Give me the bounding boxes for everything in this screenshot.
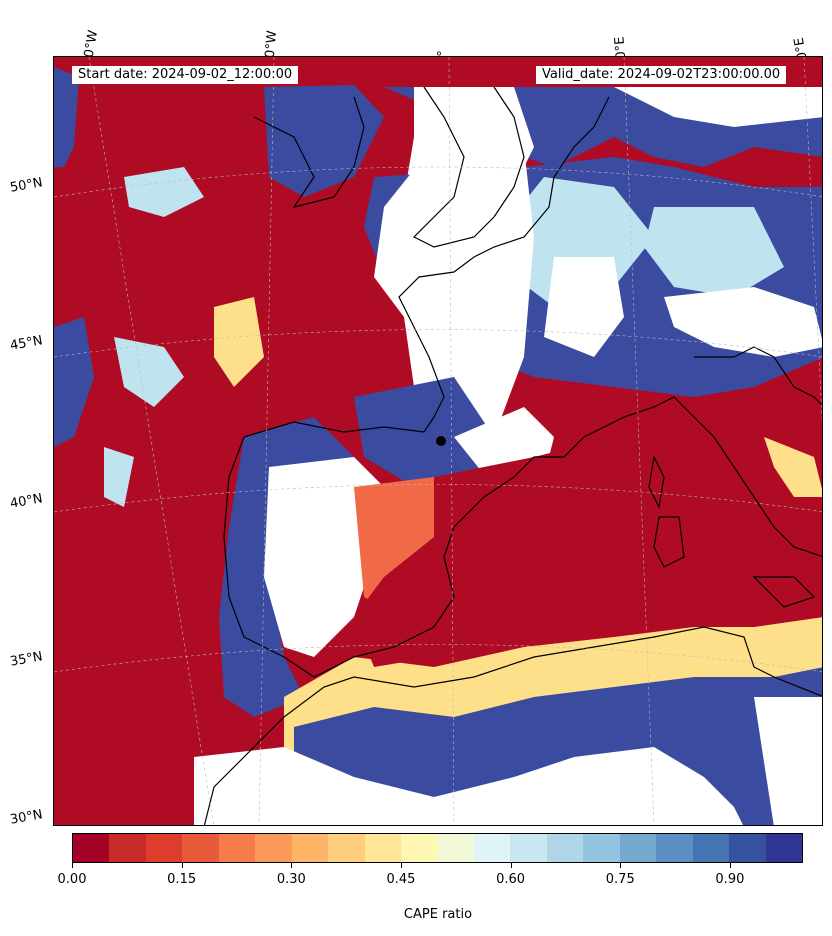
map-panel [53,56,823,826]
field-low-mediterranean [354,397,822,667]
coastline-france-north-sea [243,96,610,438]
colorbar-segment-6 [291,834,329,862]
field-high-atlantic-nw [54,67,79,167]
graticule-50n [54,166,822,198]
colorbar-segment-12 [510,834,547,862]
colorbar-tick-1 [181,863,183,868]
lat-label-30n: 30°N [8,807,44,828]
field-high-biscay [354,377,514,497]
colorbar-segment-4 [218,834,256,862]
lat-label-35n: 35°N [8,649,44,670]
start-date-label: Start date: 2024-09-02_12:00:00 [72,66,299,84]
colorbar-segment-8 [364,834,402,862]
field-missing-switzerland [544,257,624,357]
colorbar [72,833,803,863]
field-mid-atlantic-c [214,297,264,387]
colorbar-tick-label-5: 0.75 [605,872,635,887]
coastline-north-africa [203,626,822,825]
colorbar-tick-3 [400,863,402,868]
colorbar-tick-6 [729,863,731,868]
field-mid-balkans [764,437,822,497]
coastline-iberia [223,436,515,678]
colorbar-segment-9 [401,834,438,862]
field-low-adriatic [714,387,822,467]
colorbar-tick-4 [510,863,512,868]
field-high-atlantic-w [54,317,94,447]
colorbar-tick-label-6: 0.90 [715,872,745,887]
colorbar-tick-label-2: 0.30 [276,872,306,887]
colorbar-tick-label-1: 0.15 [167,872,197,887]
colorbar-title: CAPE ratio [403,907,473,922]
graticule-35n [54,644,822,673]
graticule-40n [54,484,822,513]
marker-point [436,436,446,446]
colorbar-segment-19 [765,834,803,862]
field-missing-libya [754,697,822,825]
graticule-0 [448,57,455,825]
lat-label-45n: 45°N [8,333,44,354]
colorbar-segment-5 [255,834,292,862]
colorbar-segment-11 [473,834,511,862]
coastline-great-britain [412,86,525,248]
colorbar-segment-3 [182,834,219,862]
colorbar-segment-17 [692,834,730,862]
coastline-sicily [752,576,816,608]
field-missing-north-sea [614,87,822,127]
field-high-irish-sea [264,85,384,197]
colorbar-segment-10 [437,834,474,862]
graticule-10w [258,57,275,825]
graticule-10e [623,57,655,825]
graticule-20w [88,57,214,825]
colorbar-segment-13 [546,834,584,862]
colorbar-segment-2 [145,834,183,862]
colorbar-segment-14 [583,834,620,862]
lat-label-40n: 40°N [8,491,44,512]
coastlines [203,86,822,825]
coastline-sardinia [653,516,685,568]
valid-date-label: Valid_date: 2024-09-02T23:00:00.00 [536,66,787,84]
field-missing-france [374,147,534,437]
colorbar-tick-label-4: 0.60 [496,872,526,887]
colorbar-segment-18 [729,834,766,862]
coastline-adriatic [694,346,822,406]
colorbar-tick-label-3: 0.45 [386,872,416,887]
coastline-ireland [253,96,365,208]
coastline-north-med [513,396,822,557]
graticule-45n [54,329,822,358]
colorbar-tick-5 [620,863,622,868]
graticule [54,57,822,825]
colorbar-tick-label-0: 0.00 [57,872,87,887]
field-mid-high-atlantic-a [124,167,204,217]
colorbar-segment-15 [619,834,657,862]
cape-ratio-field [54,57,822,825]
colorbar-tick-2 [291,863,293,868]
field-mid-high-poland [644,207,784,297]
field-missing-austria [664,287,822,357]
field-missing-sahara [194,747,743,825]
field-mid-high-atlantic-b [114,337,184,407]
colorbar-segment-1 [109,834,146,862]
coastline-corsica [648,455,665,509]
graticule-20e [803,57,822,424]
colorbar-tick-0 [72,863,73,868]
lat-label-50n: 50°N [8,175,44,196]
colorbar-segment-0 [73,834,110,862]
field-mid-high-atlantic-d [104,447,134,507]
colorbar-segment-16 [656,834,693,862]
colorbar-segment-7 [328,834,365,862]
